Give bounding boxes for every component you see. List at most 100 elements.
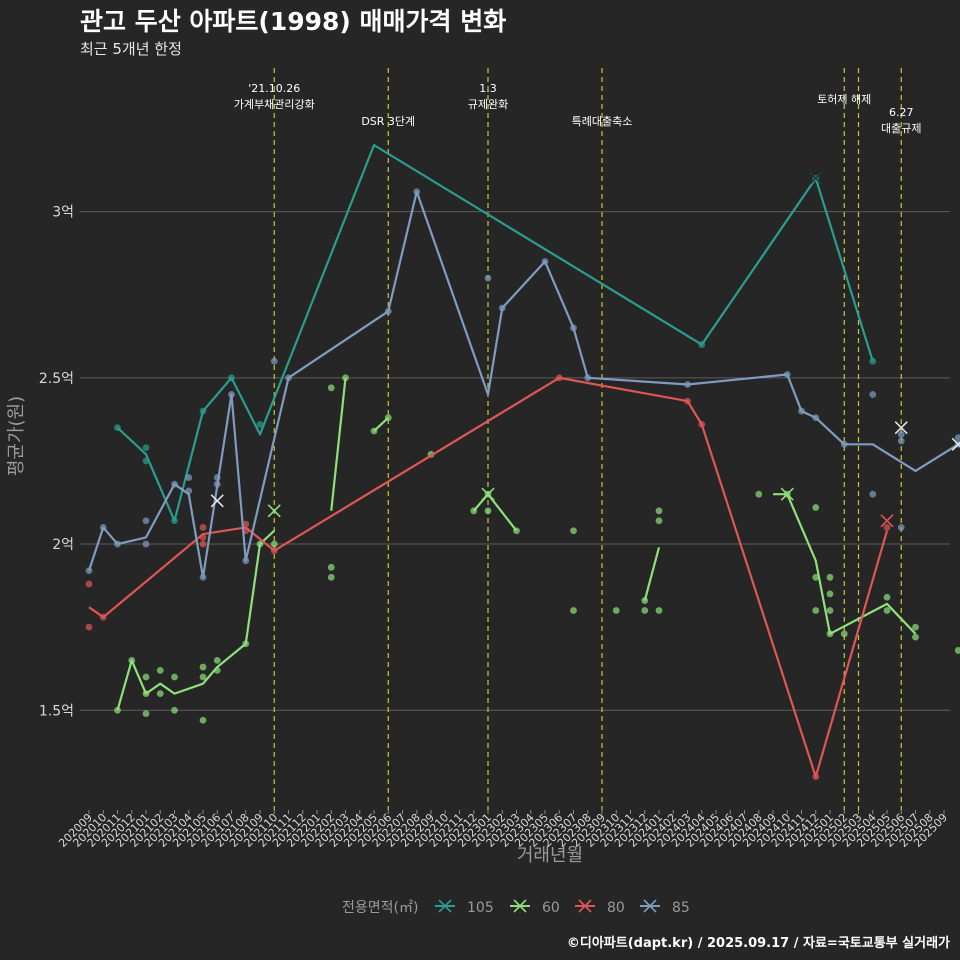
avg-marker-80 [880, 514, 894, 528]
data-point-60 [655, 607, 663, 614]
data-point-60 [270, 540, 278, 548]
event-label: 토허제 해제 [817, 92, 871, 106]
data-point-60 [484, 507, 492, 515]
data-point-60 [826, 607, 834, 614]
legend-label-80: 80 [607, 900, 625, 916]
series-line-60 [643, 547, 661, 601]
data-point-80 [85, 580, 93, 588]
event-label: DSR 3단계 [361, 115, 415, 128]
data-point-85 [869, 391, 877, 398]
data-point-60 [199, 663, 207, 671]
avg-marker-85-stroke [951, 441, 960, 451]
data-point-60 [171, 673, 178, 681]
data-point-60 [826, 573, 834, 581]
y-tick-label: 3억 [52, 205, 74, 221]
data-point-60 [570, 527, 577, 535]
data-point-60 [826, 590, 834, 598]
series-line-60 [330, 377, 347, 511]
legend-label-60: 60 [542, 900, 560, 916]
y-tick-label: 2억 [52, 537, 74, 553]
data-point-85 [954, 434, 960, 442]
data-point-60 [199, 716, 207, 724]
legend-label-85: 85 [672, 900, 690, 916]
x-axis-title: 거래년월 [517, 845, 583, 866]
series-line-60 [373, 416, 390, 432]
avg-marker-60 [267, 504, 281, 518]
series-line-60 [773, 493, 917, 635]
series-line-60 [472, 493, 518, 532]
data-point-60 [570, 607, 577, 614]
data-point-80 [199, 540, 207, 548]
avg-marker-85 [894, 421, 908, 435]
avg-marker-60-stroke [481, 487, 495, 501]
data-point-60 [327, 563, 335, 571]
data-point-60 [812, 607, 820, 614]
data-point-105 [256, 420, 264, 428]
data-point-60 [156, 690, 164, 698]
data-point-60 [327, 384, 335, 392]
data-point-60 [840, 630, 848, 638]
data-point-80 [883, 524, 891, 531]
data-point-60 [755, 490, 763, 498]
avg-marker-60-stroke [780, 487, 794, 501]
event-label: 특례대출축소 [572, 115, 633, 128]
data-point-60 [883, 593, 891, 601]
data-point-60 [199, 673, 207, 681]
data-point-60 [327, 573, 335, 581]
legend-key-cross-stroke [438, 899, 452, 913]
data-point-60 [912, 623, 919, 631]
avg-marker-85 [951, 437, 960, 451]
avg-marker-60 [780, 487, 794, 501]
event-label: 대출규제 [881, 122, 921, 135]
series-line-60 [116, 529, 276, 711]
legend-key-cross [438, 899, 452, 913]
data-point-60 [883, 607, 891, 614]
data-point-60 [954, 647, 960, 654]
legend-key-cross-stroke [578, 899, 592, 913]
series-line-80 [88, 376, 889, 778]
data-point-60 [812, 573, 820, 581]
avg-marker-60 [481, 487, 495, 501]
event-label: 가계부채관리강화 [234, 98, 315, 111]
data-point-80 [85, 623, 93, 631]
legend-key-cross [578, 899, 592, 913]
data-point-85 [484, 274, 492, 282]
legend-key-cross [643, 899, 657, 913]
avg-marker-105-stroke [809, 171, 823, 185]
data-point-105 [142, 444, 150, 452]
data-point-85 [897, 437, 905, 445]
data-point-60 [655, 507, 663, 515]
series-line-105 [116, 144, 874, 522]
chart-subtitle: 최근 5개년 한정 [80, 40, 182, 58]
legend-title: 전용면적(㎡) [342, 900, 418, 916]
data-point-85 [270, 357, 278, 365]
data-point-80 [242, 520, 250, 528]
avg-marker-85-stroke [894, 421, 908, 435]
avg-marker-85 [210, 494, 224, 508]
data-point-85 [185, 474, 193, 481]
avg-marker-60-stroke [267, 504, 281, 518]
avg-marker-85-stroke [210, 494, 224, 508]
legend-key-cross-stroke [513, 899, 527, 913]
data-point-60 [156, 666, 164, 674]
y-axis-title: 평균가(원) [6, 396, 27, 476]
legend-key-cross [513, 899, 527, 913]
event-label: 1.3 [479, 82, 497, 95]
y-tick-label: 1.5억 [39, 703, 74, 719]
avg-marker-105 [809, 171, 823, 185]
data-point-60 [641, 607, 649, 614]
event-label: 규제완화 [468, 98, 508, 111]
data-point-60 [812, 504, 820, 511]
data-point-60 [142, 673, 150, 681]
data-point-60 [142, 710, 150, 717]
data-point-85 [142, 540, 150, 548]
data-point-60 [171, 706, 178, 714]
data-point-85 [869, 490, 877, 498]
data-point-60 [213, 657, 221, 664]
data-point-85 [142, 517, 150, 525]
avg-marker-80-stroke [880, 514, 894, 528]
legend-label-105: 105 [467, 900, 494, 916]
data-point-60 [655, 517, 663, 525]
legend-key-cross-stroke [643, 899, 657, 913]
